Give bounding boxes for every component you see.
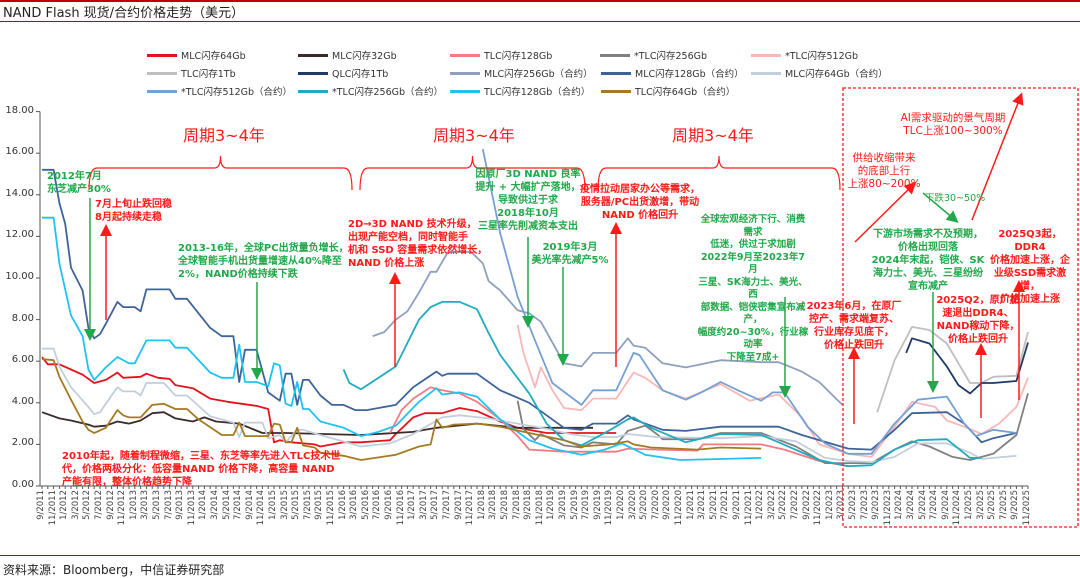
y-tick-label: 4.00 bbox=[11, 395, 34, 407]
annotation-2022: 全球宏观经济下行、消费需求 低迷，供过于求加剧 2022年9月至2023年7月 … bbox=[697, 214, 809, 363]
legend-label: MLC闪存64Gb（合约） bbox=[785, 69, 888, 80]
legend-label: MLC闪存128Gb（合约） bbox=[635, 69, 744, 80]
legend-item: QLC闪存1Tb bbox=[298, 67, 389, 80]
legend-swatch bbox=[147, 89, 177, 93]
annotation-2012-stabilize: 7月上旬止跌回稳 8月起持续走稳 bbox=[95, 199, 172, 223]
legend-label: *TLC闪存512Gb bbox=[785, 51, 859, 62]
y-tick-label: 6.00 bbox=[11, 354, 34, 366]
top-rule bbox=[0, 0, 1080, 2]
cycle-label-3: 周期3~4年 bbox=[672, 126, 754, 145]
highlight-dashed-box bbox=[842, 87, 1079, 528]
legend-label: MLC闪存256Gb（合约） bbox=[484, 69, 593, 80]
legend-item: *TLC闪存512Gb bbox=[751, 49, 859, 62]
legend-item: MLC闪存64Gb（合约） bbox=[751, 67, 888, 80]
legend-label: TLC闪存1Tb bbox=[181, 69, 236, 80]
legend-swatch bbox=[147, 71, 177, 75]
y-tick-label: 2.00 bbox=[11, 437, 34, 449]
legend-label: TLC闪存64Gb（合约） bbox=[635, 87, 736, 98]
series-line-6 bbox=[905, 337, 1029, 395]
legend-item: *TLC闪存256Gb bbox=[600, 49, 708, 62]
legend-swatch bbox=[450, 53, 480, 57]
cycle-label-2: 周期3~4年 bbox=[433, 126, 515, 145]
cycle-brace-2 bbox=[359, 155, 586, 191]
legend-label: TLC闪存128Gb（合约） bbox=[484, 87, 591, 98]
chart-title: NAND Flash 现货/合约价格走势（美元） bbox=[3, 6, 245, 21]
annotation-2024: 下游市场需求不及预期， 价格出现回落 2024年末起，铠侠、SK 海力士、美光、… bbox=[871, 229, 985, 292]
title-rule bbox=[0, 21, 1080, 22]
annotation-2012-toshiba: 2012年7月 东芝减产30% bbox=[47, 171, 111, 195]
legend-item: TLC闪存128Gb（合约） bbox=[450, 85, 591, 98]
legend-item: *TLC闪存512Gb（合约） bbox=[147, 85, 293, 98]
cycle-brace-3 bbox=[597, 155, 841, 191]
y-tick-label: 16.00 bbox=[5, 146, 34, 158]
legend-swatch bbox=[298, 53, 328, 57]
legend-label: MLC闪存32Gb bbox=[332, 51, 397, 62]
series-line-10 bbox=[481, 148, 1017, 455]
legend-swatch bbox=[600, 53, 630, 57]
arrow-diagonal-up-icon bbox=[854, 181, 917, 243]
arrow-diagonal-up-icon bbox=[971, 92, 1024, 221]
legend-swatch bbox=[450, 89, 480, 93]
annotation-2019: 2019年3月 美光率先减产5% bbox=[531, 242, 609, 266]
legend-item: MLC闪存64Gb bbox=[147, 49, 246, 62]
series-line-8 bbox=[42, 168, 1017, 451]
annotation-2020: 疫情拉动居家办公等需求， 服务器/PC出货激增，带动 NAND 价格回升 bbox=[580, 184, 700, 221]
y-tick-label: 12.00 bbox=[5, 229, 34, 241]
series-line-4 bbox=[516, 324, 1029, 458]
arrow-diagonal-down-icon bbox=[922, 192, 959, 223]
y-tick-label: 10.00 bbox=[5, 271, 34, 282]
legend-label: MLC闪存64Gb bbox=[181, 51, 246, 62]
y-tick-label: 8.00 bbox=[11, 312, 34, 324]
annotation-2013-16: 2013-16年，全球PC出货量负增长， 全球智能手机出货量增速从40%降至 2… bbox=[178, 243, 349, 280]
series-line-2 bbox=[389, 386, 849, 468]
annotation-2023: 2023年6月，在原厂 控产、需求端复苏、 行业库存见底下， 价格止跌回升 bbox=[806, 301, 902, 351]
legend-swatch bbox=[298, 71, 328, 75]
source-note: 资料来源：Bloomberg，中信证券研究部 bbox=[3, 563, 225, 577]
legend-item: *TLC闪存256Gb（合约） bbox=[298, 85, 444, 98]
annotation-2018: 因原厂3D NAND 良率 提升 + 大幅扩产落地， 导致供过于求 2018年1… bbox=[475, 169, 581, 232]
annotation-2010: 2010年起，随着制程微缩，三星、东芝等率先进入TLC技术世 代，价格两极分化：… bbox=[62, 451, 341, 488]
legend-swatch bbox=[298, 89, 328, 93]
legend-swatch bbox=[601, 71, 631, 75]
footer-rule bbox=[0, 555, 1080, 556]
cycle-brace-1 bbox=[88, 155, 353, 191]
annotation-supply: 供给收缩带来 的底部上行 上涨80~200% bbox=[847, 152, 921, 190]
legend-label: *TLC闪存256Gb（合约） bbox=[332, 87, 444, 98]
annotation-2d-3d: 2D→3D NAND 技术升级， 出现产能空档，同时智能手 机和 SSD 容量需… bbox=[348, 219, 488, 269]
series-line-5 bbox=[876, 326, 1029, 413]
series-line-0 bbox=[41, 356, 617, 448]
legend-label: QLC闪存1Tb bbox=[332, 69, 389, 80]
annotation-drop: 下跌30~50% bbox=[925, 193, 986, 204]
legend-swatch bbox=[450, 71, 480, 75]
series-line-7 bbox=[372, 251, 844, 406]
series-line-13 bbox=[41, 358, 762, 461]
annotation-2025q3: 2025Q3起，DDR4 价格加速上涨，企 业级SSD需求激增， 价格加速上涨 bbox=[990, 229, 1070, 305]
legend-item: TLC闪存64Gb（合约） bbox=[601, 85, 736, 98]
legend-item: TLC闪存128Gb bbox=[450, 49, 553, 62]
legend-swatch bbox=[147, 53, 177, 57]
legend-swatch bbox=[751, 53, 781, 57]
legend-swatch bbox=[751, 71, 781, 75]
y-tick-label: 0.00 bbox=[11, 479, 34, 490]
cycle-label-1: 周期3~4年 bbox=[183, 126, 265, 145]
legend-item: MLC闪存32Gb bbox=[298, 49, 397, 62]
legend-label: *TLC闪存512Gb（合约） bbox=[181, 87, 293, 98]
legend-label: TLC闪存128Gb bbox=[484, 51, 553, 62]
y-tick-label: 18.00 bbox=[5, 104, 34, 116]
legend-item: MLC闪存128Gb（合约） bbox=[601, 67, 744, 80]
legend-item: TLC闪存1Tb bbox=[147, 67, 236, 80]
annotation-ai: AI需求驱动的景气周期 TLC上涨100~300% bbox=[900, 112, 1006, 137]
series-line-12 bbox=[42, 216, 762, 461]
annotation-2025q2: 2025Q2，原厂加 速退出DDR4、 NAND稼动下降， 价格止跌回升 bbox=[936, 295, 1020, 345]
y-tick-label: 14.00 bbox=[5, 187, 34, 199]
legend-swatch bbox=[601, 89, 631, 93]
series-line-9 bbox=[42, 347, 1017, 463]
legend-item: MLC闪存256Gb（合约） bbox=[450, 67, 593, 80]
legend-label: *TLC闪存256Gb bbox=[634, 51, 708, 62]
series-line-11 bbox=[342, 301, 982, 468]
